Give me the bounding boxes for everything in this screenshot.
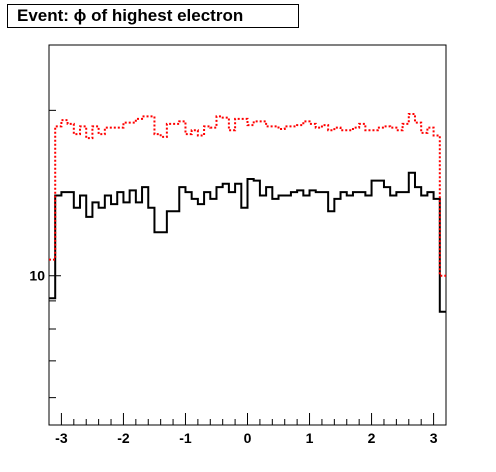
series-layer: [49, 112, 446, 313]
x-axis-ticks: [60, 413, 435, 425]
chart-title: Event: ϕ of highest electron: [7, 4, 299, 28]
x-tick-label: 1: [306, 430, 314, 446]
x-axis-tick-labels: -3 -2 -1 0 1 2 3: [55, 430, 438, 446]
x-tick-label: -1: [179, 430, 192, 446]
x-tick-label: 3: [430, 430, 438, 446]
y-axis-tick-labels: 10: [29, 268, 45, 284]
plot-frame: [48, 44, 447, 426]
y-tick-label: 10: [29, 268, 45, 284]
y-axis-ticks: [49, 109, 61, 399]
x-tick-label: -2: [117, 430, 130, 446]
x-tick-label: -3: [55, 430, 68, 446]
series-solid-line: [49, 171, 446, 313]
x-tick-label: 0: [244, 430, 252, 446]
x-tick-label: 2: [368, 430, 376, 446]
series-dotted-line: [49, 112, 446, 277]
